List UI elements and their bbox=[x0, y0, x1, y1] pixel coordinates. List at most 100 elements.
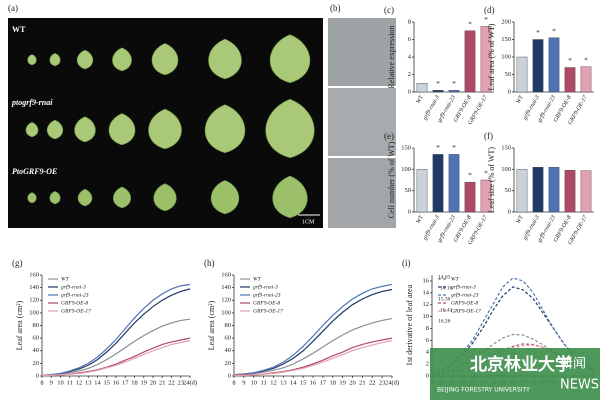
x-tick-label: 16 bbox=[113, 379, 120, 386]
x-tick-label: 18 bbox=[330, 379, 337, 386]
y-tick-label: 6 bbox=[426, 337, 430, 344]
annotation: 16.26 bbox=[438, 318, 451, 324]
y-axis-label: Leaf area (cm²) bbox=[15, 300, 24, 350]
y-axis-label: Leaf area (% of WT) bbox=[487, 23, 496, 90]
leaf bbox=[25, 121, 39, 138]
y-tick-label: 0 bbox=[508, 88, 511, 95]
bar bbox=[548, 37, 560, 93]
y-tick-label: 80 bbox=[33, 322, 40, 329]
y-tick-label: 160 bbox=[221, 271, 231, 278]
legend-label: WT bbox=[61, 276, 70, 282]
y-tick-label: 100 bbox=[401, 166, 411, 173]
y-axis-label: 1st derivative of leaf area bbox=[405, 284, 414, 366]
y-tick-label: 60 bbox=[33, 335, 40, 342]
legend-label: WT bbox=[451, 276, 460, 282]
leaf bbox=[153, 183, 177, 212]
y-tick-label: 40 bbox=[33, 347, 40, 354]
y-tick-label: 0 bbox=[408, 208, 411, 215]
y-tick-label: 100 bbox=[221, 309, 231, 316]
line bbox=[41, 283, 191, 376]
line bbox=[233, 283, 393, 376]
y-tick-label: 12 bbox=[423, 301, 430, 308]
y-tick-label: 20 bbox=[33, 360, 40, 367]
leaf bbox=[113, 186, 131, 209]
y-tick-label: 20 bbox=[225, 360, 232, 367]
y-tick-label: 14 bbox=[423, 289, 430, 296]
leaf bbox=[204, 104, 246, 154]
scale-bar-label: 1CM bbox=[302, 219, 315, 225]
bar bbox=[516, 169, 528, 213]
y-axis-label: Leaf size (% of WT) bbox=[487, 147, 496, 213]
x-tick-label: 19 bbox=[339, 379, 346, 386]
legend-label: GRF9-OE-17 bbox=[451, 308, 481, 314]
y-tick-label: 80 bbox=[225, 322, 232, 329]
significance-mark: * bbox=[484, 170, 488, 178]
x-tick-label: 18 bbox=[131, 379, 138, 386]
significance-mark: * bbox=[436, 144, 440, 152]
x-tick-label: 22 bbox=[168, 379, 175, 386]
y-tick-label: 150 bbox=[501, 144, 511, 151]
x-tick-label: WT bbox=[416, 94, 426, 105]
bar bbox=[564, 169, 576, 213]
x-tick-label: 15 bbox=[300, 379, 307, 386]
y-tick-label: 4 bbox=[408, 53, 412, 60]
leaf bbox=[46, 119, 64, 140]
watermark-text: 新闻 bbox=[560, 356, 586, 372]
panel-label: (c) bbox=[384, 5, 394, 15]
panel-label: (f) bbox=[484, 131, 493, 141]
y-tick-label: 0 bbox=[228, 372, 231, 379]
significance-mark: * bbox=[436, 80, 440, 88]
legend-label: GRF9-OE-17 bbox=[61, 308, 91, 314]
legend-label: GRF9-OE-8 bbox=[451, 300, 478, 306]
y-tick-label: 50 bbox=[505, 71, 512, 78]
x-tick-label: 24(d) bbox=[183, 379, 197, 386]
x-tick-label: 14 bbox=[94, 379, 101, 386]
significance-mark: * bbox=[568, 57, 572, 65]
y-tick-label: 4 bbox=[426, 349, 430, 356]
leaf bbox=[77, 188, 93, 207]
x-tick-label: 23 bbox=[379, 379, 386, 386]
row-label: ptogrf9-rnai bbox=[11, 98, 53, 107]
bar bbox=[580, 170, 592, 213]
x-tick-label: WT bbox=[516, 94, 526, 105]
significance-mark: * bbox=[484, 16, 488, 24]
y-tick-label: 2 bbox=[408, 71, 411, 78]
leaf bbox=[27, 192, 37, 204]
x-tick-label: 16 bbox=[310, 379, 317, 386]
x-tick-label: 17 bbox=[122, 379, 129, 386]
x-tick-label: 21 bbox=[359, 379, 366, 386]
y-tick-label: 2 bbox=[426, 361, 429, 368]
leaf bbox=[74, 116, 96, 143]
leaf bbox=[49, 191, 61, 205]
y-tick-label: 10 bbox=[423, 313, 430, 320]
row-label: WT bbox=[12, 25, 26, 34]
annotation: 16.41 bbox=[440, 307, 453, 313]
y-tick-label: 0 bbox=[508, 208, 511, 215]
bar bbox=[532, 166, 544, 213]
bar bbox=[416, 83, 428, 93]
cell-image bbox=[328, 18, 396, 86]
significance-mark: * bbox=[584, 56, 588, 64]
y-tick-label: 0 bbox=[36, 372, 39, 379]
y-tick-label: 50 bbox=[405, 187, 412, 194]
significance-mark: * bbox=[552, 27, 556, 35]
x-tick-label: 8 bbox=[232, 379, 235, 386]
legend-label: grf9-rnai-23 bbox=[61, 291, 89, 298]
x-tick-label: 19 bbox=[141, 379, 148, 386]
x-tick-label: 11 bbox=[67, 379, 73, 386]
x-tick-label: 8 bbox=[40, 379, 43, 386]
line bbox=[233, 317, 393, 376]
y-tick-label: 140 bbox=[29, 284, 39, 291]
watermark-text: 北京林业大学 bbox=[470, 354, 572, 375]
x-tick-label: 20 bbox=[349, 379, 356, 386]
leaf bbox=[151, 43, 179, 76]
y-tick-label: 8 bbox=[408, 18, 411, 25]
bar bbox=[432, 90, 444, 93]
y-tick-label: 100 bbox=[501, 53, 511, 60]
y-axis-label: Cell number (% of WT) bbox=[387, 141, 396, 218]
leaf bbox=[208, 38, 242, 80]
y-tick-label: 100 bbox=[501, 166, 511, 173]
x-tick-label: 9 bbox=[50, 379, 53, 386]
cell-image bbox=[328, 158, 396, 228]
x-tick-label: 10 bbox=[57, 379, 64, 386]
